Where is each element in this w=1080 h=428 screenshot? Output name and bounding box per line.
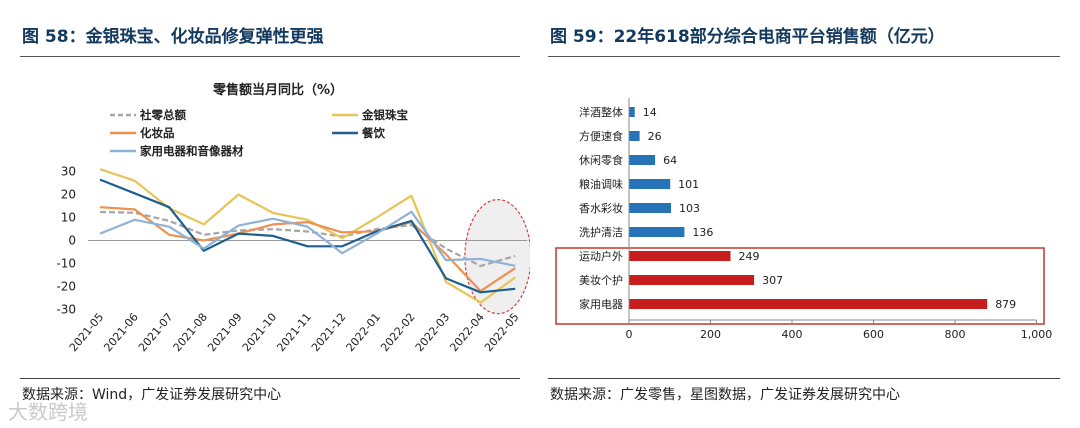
bar-value-label: 103 bbox=[679, 202, 700, 215]
legend-label: 社零总额 bbox=[139, 108, 186, 122]
left-figure-title: 图 58：金银珠宝、化妆品修复弹性更强 bbox=[22, 27, 324, 47]
category-label: 休闲零食 bbox=[579, 153, 623, 167]
x-tick-label: 2022-02 bbox=[378, 311, 418, 355]
bar-value-label: 307 bbox=[762, 274, 783, 287]
bar bbox=[629, 107, 635, 117]
x-tick-label: 2021-07 bbox=[136, 311, 176, 355]
watermark: 大数跨境 bbox=[8, 400, 88, 424]
bar-value-label: 64 bbox=[663, 154, 677, 167]
series-line bbox=[99, 206, 516, 293]
x-tick-label: 200 bbox=[700, 328, 721, 341]
category-label: 洋酒整体 bbox=[579, 105, 623, 119]
right-title-underline bbox=[548, 56, 1060, 57]
series-line bbox=[99, 210, 516, 268]
bar bbox=[629, 179, 671, 189]
y-tick-label: 20 bbox=[61, 188, 76, 202]
highlight-box bbox=[555, 247, 1045, 325]
category-label: 洗护清洁 bbox=[579, 225, 623, 239]
x-tick-label: 600 bbox=[863, 328, 884, 341]
x-tick-label: 2022-01 bbox=[344, 311, 384, 355]
left-source-rule bbox=[20, 378, 520, 379]
x-tick-label: 2021-11 bbox=[274, 311, 314, 355]
x-tick-label: 2022-03 bbox=[413, 311, 453, 355]
x-tick-label: 2021-08 bbox=[171, 311, 211, 355]
category-label: 粮油调味 bbox=[579, 177, 623, 191]
x-tick-label: 0 bbox=[626, 328, 633, 341]
bar bbox=[629, 275, 755, 285]
right-source-rule bbox=[548, 378, 1060, 379]
x-tick-label: 1,000 bbox=[1021, 328, 1053, 341]
y-tick-label: -10 bbox=[56, 257, 76, 271]
legend-label: 家用电器和音像器材 bbox=[140, 144, 244, 158]
x-tick-label: 2021-05 bbox=[67, 311, 107, 355]
series-line bbox=[99, 178, 516, 294]
y-tick-label: 0 bbox=[68, 234, 76, 248]
bar-value-label: 249 bbox=[738, 250, 759, 263]
highlight-ellipse bbox=[464, 199, 530, 315]
bar bbox=[629, 155, 656, 165]
bar bbox=[629, 299, 988, 309]
bar-value-label: 14 bbox=[643, 106, 657, 119]
x-tick-label: 2022-05 bbox=[482, 311, 522, 355]
category-label: 家用电器 bbox=[579, 297, 623, 311]
x-tick-label: 800 bbox=[945, 328, 966, 341]
y-tick-label: 30 bbox=[61, 165, 76, 179]
x-tick-label: 2021-10 bbox=[240, 311, 280, 355]
series-line bbox=[99, 168, 516, 304]
right-figure-title: 图 59：22年618部分综合电商平台销售额（亿元） bbox=[550, 27, 945, 47]
series-line bbox=[99, 210, 516, 267]
bar-chart: 洋酒整体 14 方便速食 26 休闲零食 64 粮油调味 101 香水彩妆 103 洗护清洁 136 运… bbox=[555, 98, 1053, 341]
category-label: 香水彩妆 bbox=[579, 202, 623, 215]
legend-label: 化妆品 bbox=[140, 126, 175, 140]
category-label: 运动户外 bbox=[579, 249, 623, 263]
y-tick-label: -30 bbox=[56, 303, 76, 317]
y-tick-label: 10 bbox=[61, 211, 76, 225]
x-tick-label: 400 bbox=[782, 328, 803, 341]
category-label: 方便速食 bbox=[579, 129, 623, 143]
bar-value-label: 101 bbox=[678, 178, 699, 191]
bar bbox=[629, 251, 731, 261]
left-data-source: 数据来源：Wind，广发证券发展研究中心 bbox=[22, 387, 282, 403]
x-tick-label: 2021-06 bbox=[101, 311, 141, 355]
x-tick-label: 2022-04 bbox=[447, 311, 487, 355]
x-tick-label: 2021-12 bbox=[309, 311, 349, 355]
bar bbox=[629, 131, 640, 141]
x-tick-label: 2021-09 bbox=[205, 311, 245, 355]
right-data-source: 数据来源：广发零售，星图数据，广发证券发展研究中心 bbox=[550, 387, 900, 403]
y-tick-label: -20 bbox=[56, 280, 76, 294]
category-label: 美妆个护 bbox=[579, 273, 623, 287]
bar-value-label: 879 bbox=[995, 298, 1016, 311]
legend-label: 金银珠宝 bbox=[361, 108, 408, 122]
line-chart-title: 零售额当月同比（%） bbox=[212, 82, 343, 98]
left-title-underline bbox=[20, 56, 520, 57]
bar-value-label: 136 bbox=[692, 226, 713, 239]
bar bbox=[629, 203, 671, 213]
bar-value-label: 26 bbox=[648, 130, 662, 143]
legend-label: 餐饮 bbox=[361, 126, 385, 140]
bar bbox=[629, 227, 685, 237]
